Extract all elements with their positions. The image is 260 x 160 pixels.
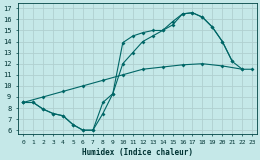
X-axis label: Humidex (Indice chaleur): Humidex (Indice chaleur) bbox=[82, 148, 193, 157]
